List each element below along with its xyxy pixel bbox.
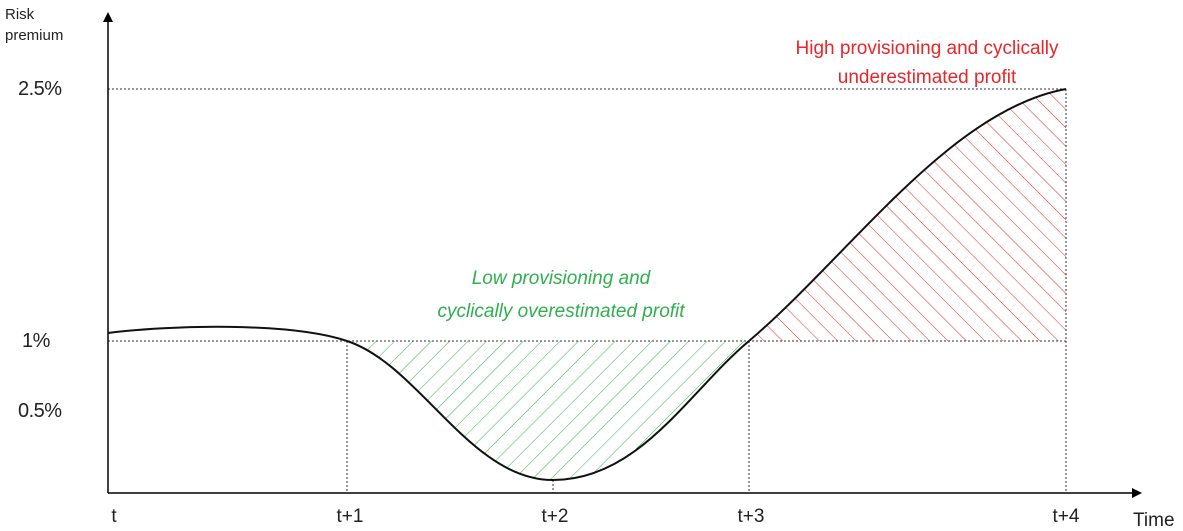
x-label: t+1 [336, 506, 364, 527]
green-hatch [347, 341, 749, 480]
guides [108, 88, 1067, 493]
annotation-low: Low provisioning and cyclically overestim… [437, 262, 684, 328]
x-label: t [111, 506, 117, 527]
x-arrow [1132, 488, 1142, 498]
x-axis-title: Time [1133, 510, 1175, 531]
curve [107, 88, 1067, 482]
y-label: 2.5% [18, 78, 62, 100]
x-label: t+3 [737, 506, 765, 527]
line: premium [5, 27, 64, 44]
x-label: t+2 [541, 506, 569, 527]
x-label: t+4 [1052, 506, 1080, 527]
line: High provisioning and cyclically [795, 38, 1059, 59]
red-hatch [749, 89, 1066, 341]
line: Risk [5, 6, 35, 23]
line: underestimated profit [837, 67, 1017, 88]
annotation-high: High provisioning and cyclically underest… [796, 34, 1059, 92]
line: cyclically overestimated profit [437, 301, 685, 322]
y-axis-title: Risk premium [5, 4, 63, 46]
line: Low provisioning and [471, 268, 651, 289]
y-label: 0.5% [18, 400, 62, 422]
y-arrow [103, 12, 113, 22]
y-label: 1% [22, 330, 50, 352]
